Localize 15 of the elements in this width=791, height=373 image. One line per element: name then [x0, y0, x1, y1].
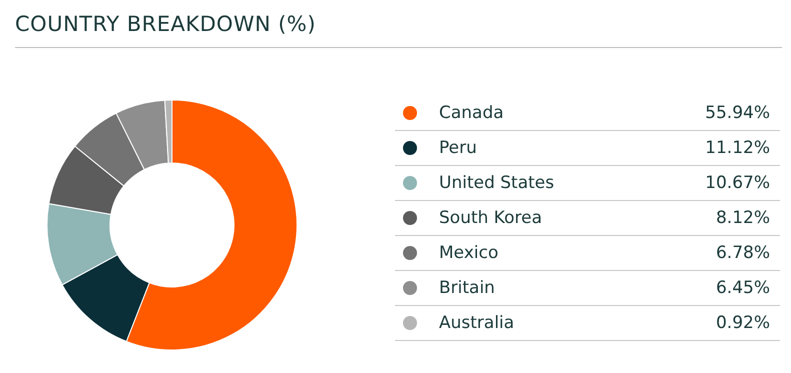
data-label: 0.92%	[716, 313, 770, 333]
data-label: 8.12%	[716, 208, 770, 228]
legend-label: Canada	[439, 103, 505, 123]
data-label: 11.12%	[705, 138, 770, 158]
legend-label: Peru	[439, 138, 478, 158]
data-label: 6.45%	[716, 278, 770, 298]
legend-label: United States	[439, 173, 556, 193]
legend-label: Australia	[439, 313, 516, 333]
data-label: 10.67%	[705, 173, 770, 193]
data-label: 55.94%	[705, 103, 770, 123]
legend-label: Britain	[439, 278, 496, 298]
chart-title: COUNTRY BREAKDOWN (%)	[15, 12, 316, 36]
legend-label: Mexico	[439, 243, 500, 263]
legend-label: South Korea	[439, 208, 544, 228]
data-label: 6.78%	[716, 243, 770, 263]
